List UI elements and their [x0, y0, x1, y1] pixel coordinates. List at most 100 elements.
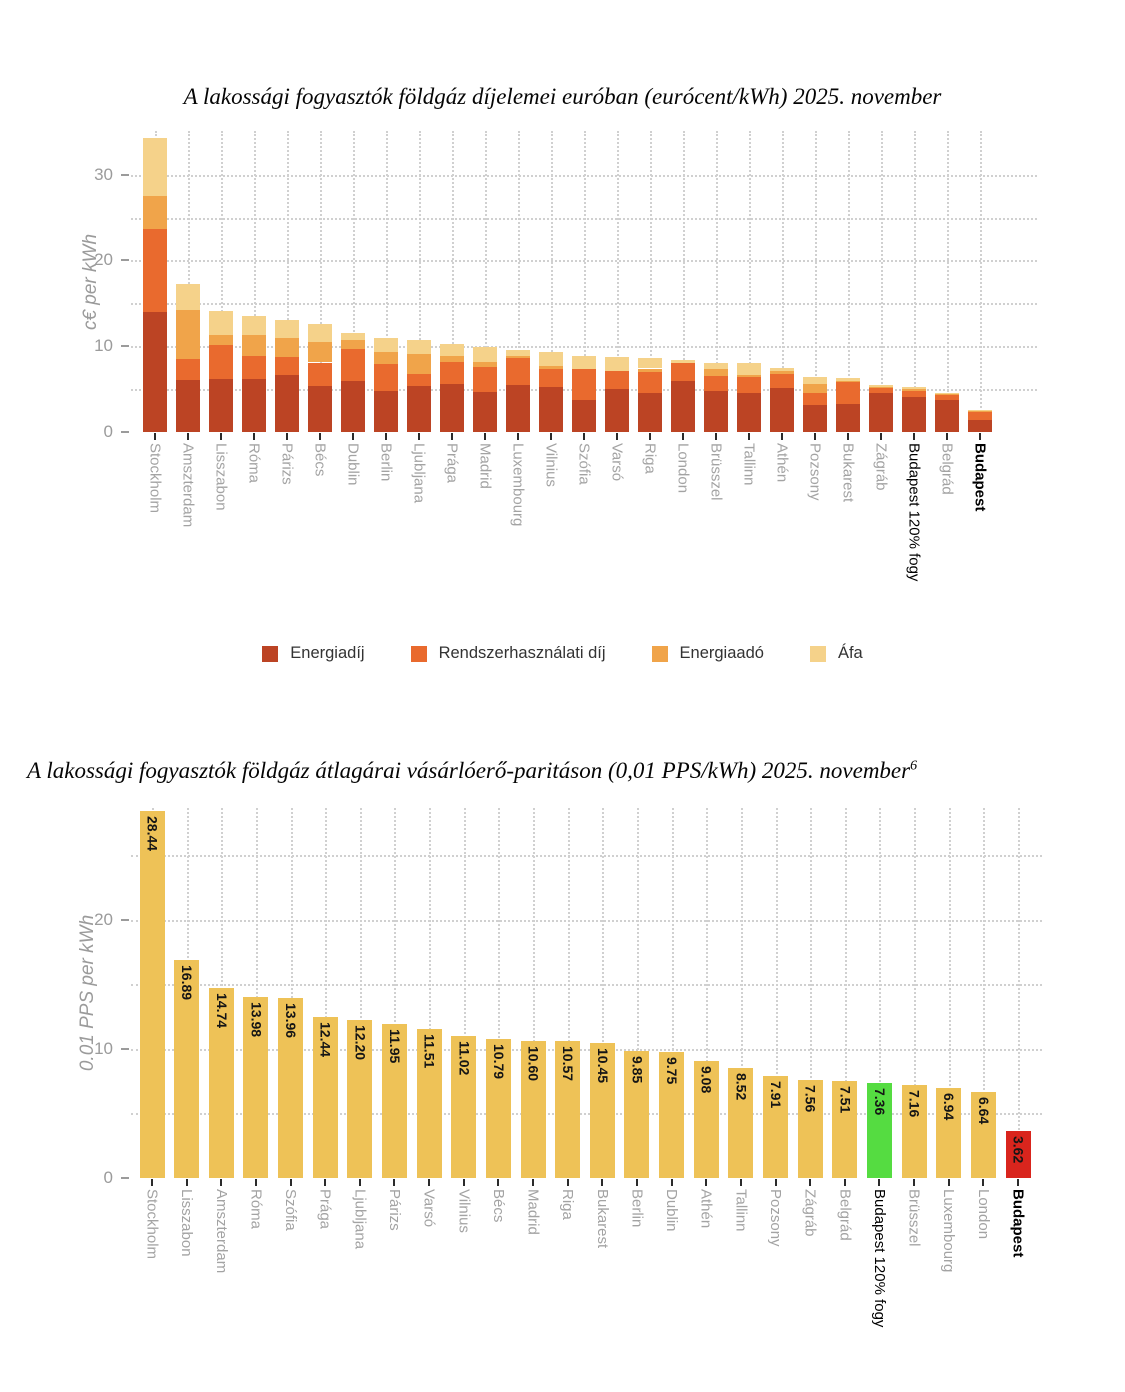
x-axis-label: Belgrád: [938, 443, 956, 495]
bar: [589, 1042, 615, 1178]
bar-segment-1: [242, 355, 266, 379]
gridline-vertical: [716, 131, 718, 432]
x-tick-mark: [847, 433, 849, 440]
x-axis-label: Budapest 120% fogy: [905, 443, 923, 582]
x-axis-label: Brüsszel: [707, 443, 725, 501]
x-tick-mark: [385, 433, 387, 440]
bar-segment-0: [770, 388, 794, 432]
x-tick-mark: [428, 1179, 431, 1186]
gridline-vertical: [463, 808, 466, 1178]
gridline-vertical: [394, 808, 397, 1178]
x-tick-mark: [484, 433, 486, 440]
bar-segment-2: [770, 371, 794, 374]
bar: [659, 1052, 685, 1178]
x-tick-mark: [809, 1179, 812, 1186]
value-label: 7.36: [871, 1087, 888, 1116]
value-label: 10.79: [490, 1043, 507, 1079]
bar-segment-1: [275, 357, 299, 376]
gridline-vertical: [290, 808, 293, 1178]
bar-segment-3: [242, 316, 266, 336]
bar-segment-0: [143, 311, 167, 432]
gridline-vertical: [947, 131, 949, 432]
x-axis-label: Szófia: [282, 1189, 300, 1231]
gridline-vertical: [287, 131, 289, 432]
bar-segment-3: [671, 359, 695, 364]
x-axis-label: Párizs: [278, 443, 296, 485]
gridline-vertical: [320, 131, 322, 432]
x-tick-mark: [220, 433, 222, 440]
bar-segment-3: [440, 344, 464, 356]
bar-segment-0: [407, 385, 431, 432]
x-tick-mark: [1017, 1179, 1019, 1186]
x-tick-mark: [705, 1179, 708, 1186]
gridline-vertical: [881, 131, 883, 432]
bar-segment-1: [869, 388, 893, 394]
bar-segment-0: [638, 393, 662, 432]
value-label: 13.96: [283, 1002, 300, 1038]
bar-segment-2: [209, 335, 233, 346]
bar-segment-1: [836, 381, 860, 404]
bar: [693, 1060, 719, 1178]
legend-swatch-icon: [651, 645, 668, 662]
value-label: 12.44: [317, 1022, 334, 1058]
x-tick-mark: [947, 1179, 950, 1186]
gridline-horizontal: [131, 984, 1042, 987]
x-tick-mark: [670, 1179, 673, 1186]
bar-segment-0: [869, 393, 893, 432]
gridline-horizontal: [131, 855, 1042, 857]
bar-segment-1: [638, 371, 662, 394]
y-tick-mark: [121, 1047, 129, 1050]
x-axis-label: Róma: [247, 1189, 265, 1230]
x-tick-mark: [286, 433, 288, 440]
gridline-vertical: [815, 131, 817, 432]
bar-segment-0: [209, 378, 233, 432]
legend-swatch-icon: [262, 645, 279, 662]
x-axis-label: London: [974, 1189, 992, 1240]
gridline-vertical: [533, 808, 536, 1178]
x-tick-mark: [352, 433, 354, 440]
bar-segment-1: [341, 348, 365, 382]
bar-segment-1: [473, 366, 497, 392]
legend-swatch-icon: [809, 645, 826, 662]
bar-segment-1: [968, 412, 992, 420]
x-axis-label: Belgrád: [836, 1189, 854, 1241]
x-axis-label: Dublin: [344, 443, 362, 486]
gridline-vertical: [671, 808, 674, 1178]
gridline-vertical: [551, 131, 553, 432]
bar-segment-2: [308, 341, 332, 363]
gridline-vertical: [983, 808, 986, 1178]
x-axis-label: Madrid: [524, 1189, 542, 1235]
x-tick-mark: [946, 433, 948, 440]
x-axis-label: Ljubljana: [351, 1189, 369, 1250]
bar-segment-2: [506, 356, 530, 359]
gridline-vertical: [914, 808, 917, 1178]
x-axis-label: Budapest: [1009, 1189, 1027, 1258]
bar-segment-1: [704, 376, 728, 391]
bar-segment-3: [308, 323, 332, 342]
gridline-vertical: [683, 131, 685, 432]
bar-segment-1: [176, 359, 200, 380]
x-axis-label: Zágráb: [801, 1189, 819, 1237]
value-label: 10.60: [525, 1046, 542, 1082]
gridline-vertical: [325, 808, 328, 1178]
bar-segment-3: [737, 363, 761, 375]
value-label: 16.89: [179, 964, 196, 1000]
bar-segment-1: [935, 395, 959, 401]
gridline-vertical: [429, 808, 432, 1178]
chart2-title-text: A lakossági fogyasztók földgáz átlagárai…: [27, 758, 911, 783]
bar-segment-3: [374, 337, 398, 353]
x-tick-mark: [913, 1179, 916, 1186]
gridline-horizontal: [131, 1048, 1042, 1051]
x-tick-mark: [774, 1179, 777, 1186]
x-tick-mark: [532, 1179, 535, 1186]
x-axis-label: Vilnius: [542, 443, 560, 487]
gridline-vertical: [650, 131, 652, 432]
x-axis-label: Brüsszel: [905, 1189, 923, 1247]
x-axis-label: Amszterdam: [179, 443, 197, 528]
chart1-legend: Energiadíj Rendszerhasználati díj Energiaa…: [0, 644, 1125, 663]
y-tick-mark: [121, 173, 129, 176]
bar: [174, 959, 200, 1178]
x-tick-mark: [358, 1179, 361, 1186]
y-tick-mark: [121, 259, 129, 262]
